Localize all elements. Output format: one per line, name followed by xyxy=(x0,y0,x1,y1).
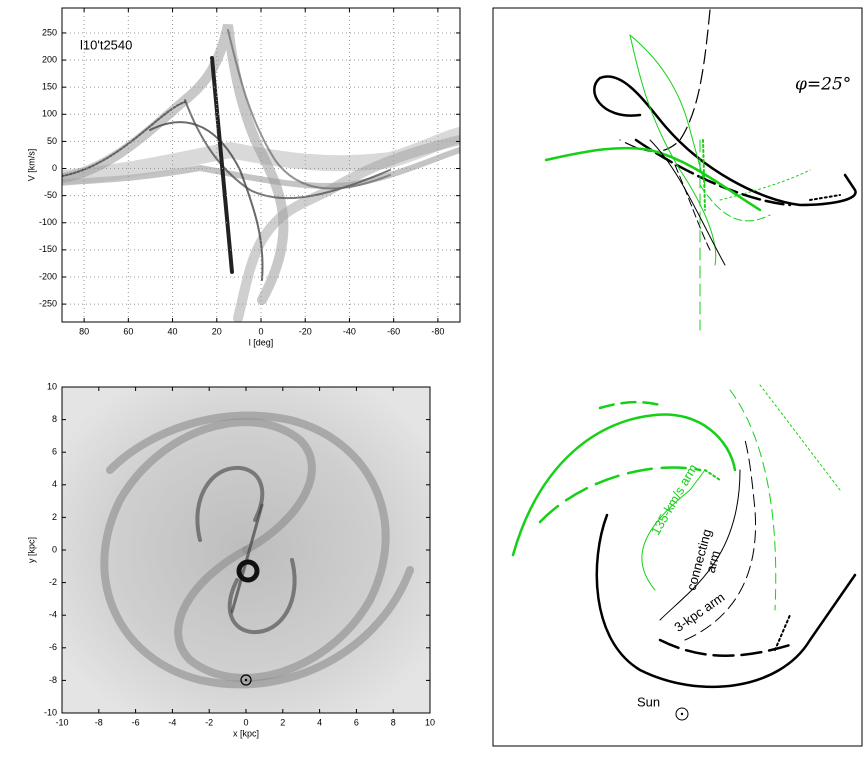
x-tick-label: -80 xyxy=(431,326,444,336)
y-tick-label: 0 xyxy=(52,544,57,554)
x-tick-label: 2 xyxy=(280,717,285,727)
x-tick-label: -40 xyxy=(343,326,356,336)
x-tick-label: 6 xyxy=(354,717,359,727)
sun-label: Sun xyxy=(637,694,660,709)
x-tick-label: -2 xyxy=(205,717,213,727)
y-tick-label: -10 xyxy=(44,707,57,717)
y-tick-label: 0 xyxy=(52,163,57,173)
x-tick-label: 8 xyxy=(391,717,396,727)
y-tick-label: 250 xyxy=(42,27,57,37)
y-tick-label: -250 xyxy=(39,298,57,308)
x-tick-label: 40 xyxy=(168,326,178,336)
y-tick-label: 100 xyxy=(42,109,57,119)
x-tick-label: -8 xyxy=(95,717,103,727)
arm-label: 135-km/s arm xyxy=(648,461,701,537)
x-tick-label: -6 xyxy=(132,717,140,727)
angle-label: φ=25° xyxy=(795,75,851,95)
y-tick-label: 10 xyxy=(47,381,57,391)
arm-label: 3-kpc arm xyxy=(671,589,727,634)
y-axis-label: y [kpc] xyxy=(26,537,36,563)
y-tick-label: 200 xyxy=(42,54,57,64)
y-axis-label: V [km/s] xyxy=(26,149,36,182)
figure: φ=25° 135-km/s arm connecting arm 3-kpc … xyxy=(0,0,863,770)
y-tick-label: -100 xyxy=(39,217,57,227)
y-tick-label: -200 xyxy=(39,271,57,281)
y-tick-label: 4 xyxy=(52,479,57,489)
x-tick-label: 20 xyxy=(212,326,222,336)
x-tick-label: 60 xyxy=(123,326,133,336)
y-tick-label: 150 xyxy=(42,82,57,92)
diagram-frame xyxy=(493,8,862,746)
y-tick-label: -8 xyxy=(49,675,57,685)
panel-label: l10't2540 xyxy=(80,37,132,52)
y-tick-label: -4 xyxy=(49,610,57,620)
x-axis-label: l [deg] xyxy=(249,337,274,347)
y-tick-label: -50 xyxy=(44,190,57,200)
y-tick-label: -150 xyxy=(39,244,57,254)
y-tick-label: 2 xyxy=(52,512,57,522)
x-tick-label: -20 xyxy=(299,326,312,336)
x-tick-label: 10 xyxy=(425,717,435,727)
x-tick-label: -60 xyxy=(387,326,400,336)
x-tick-label: 0 xyxy=(258,326,263,336)
y-tick-label: -2 xyxy=(49,577,57,587)
x-tick-label: 0 xyxy=(243,717,248,727)
x-tick-label: -4 xyxy=(168,717,176,727)
x-tick-label: 4 xyxy=(317,717,322,727)
y-tick-label: -6 xyxy=(49,642,57,652)
y-tick-label: 50 xyxy=(47,136,57,146)
disc-density xyxy=(62,387,430,713)
x-axis-label: x [kpc] xyxy=(233,728,259,738)
x-tick-label: -10 xyxy=(55,717,68,727)
y-tick-label: 8 xyxy=(52,414,57,424)
x-tick-label: 80 xyxy=(79,326,89,336)
y-tick-label: 6 xyxy=(52,447,57,457)
